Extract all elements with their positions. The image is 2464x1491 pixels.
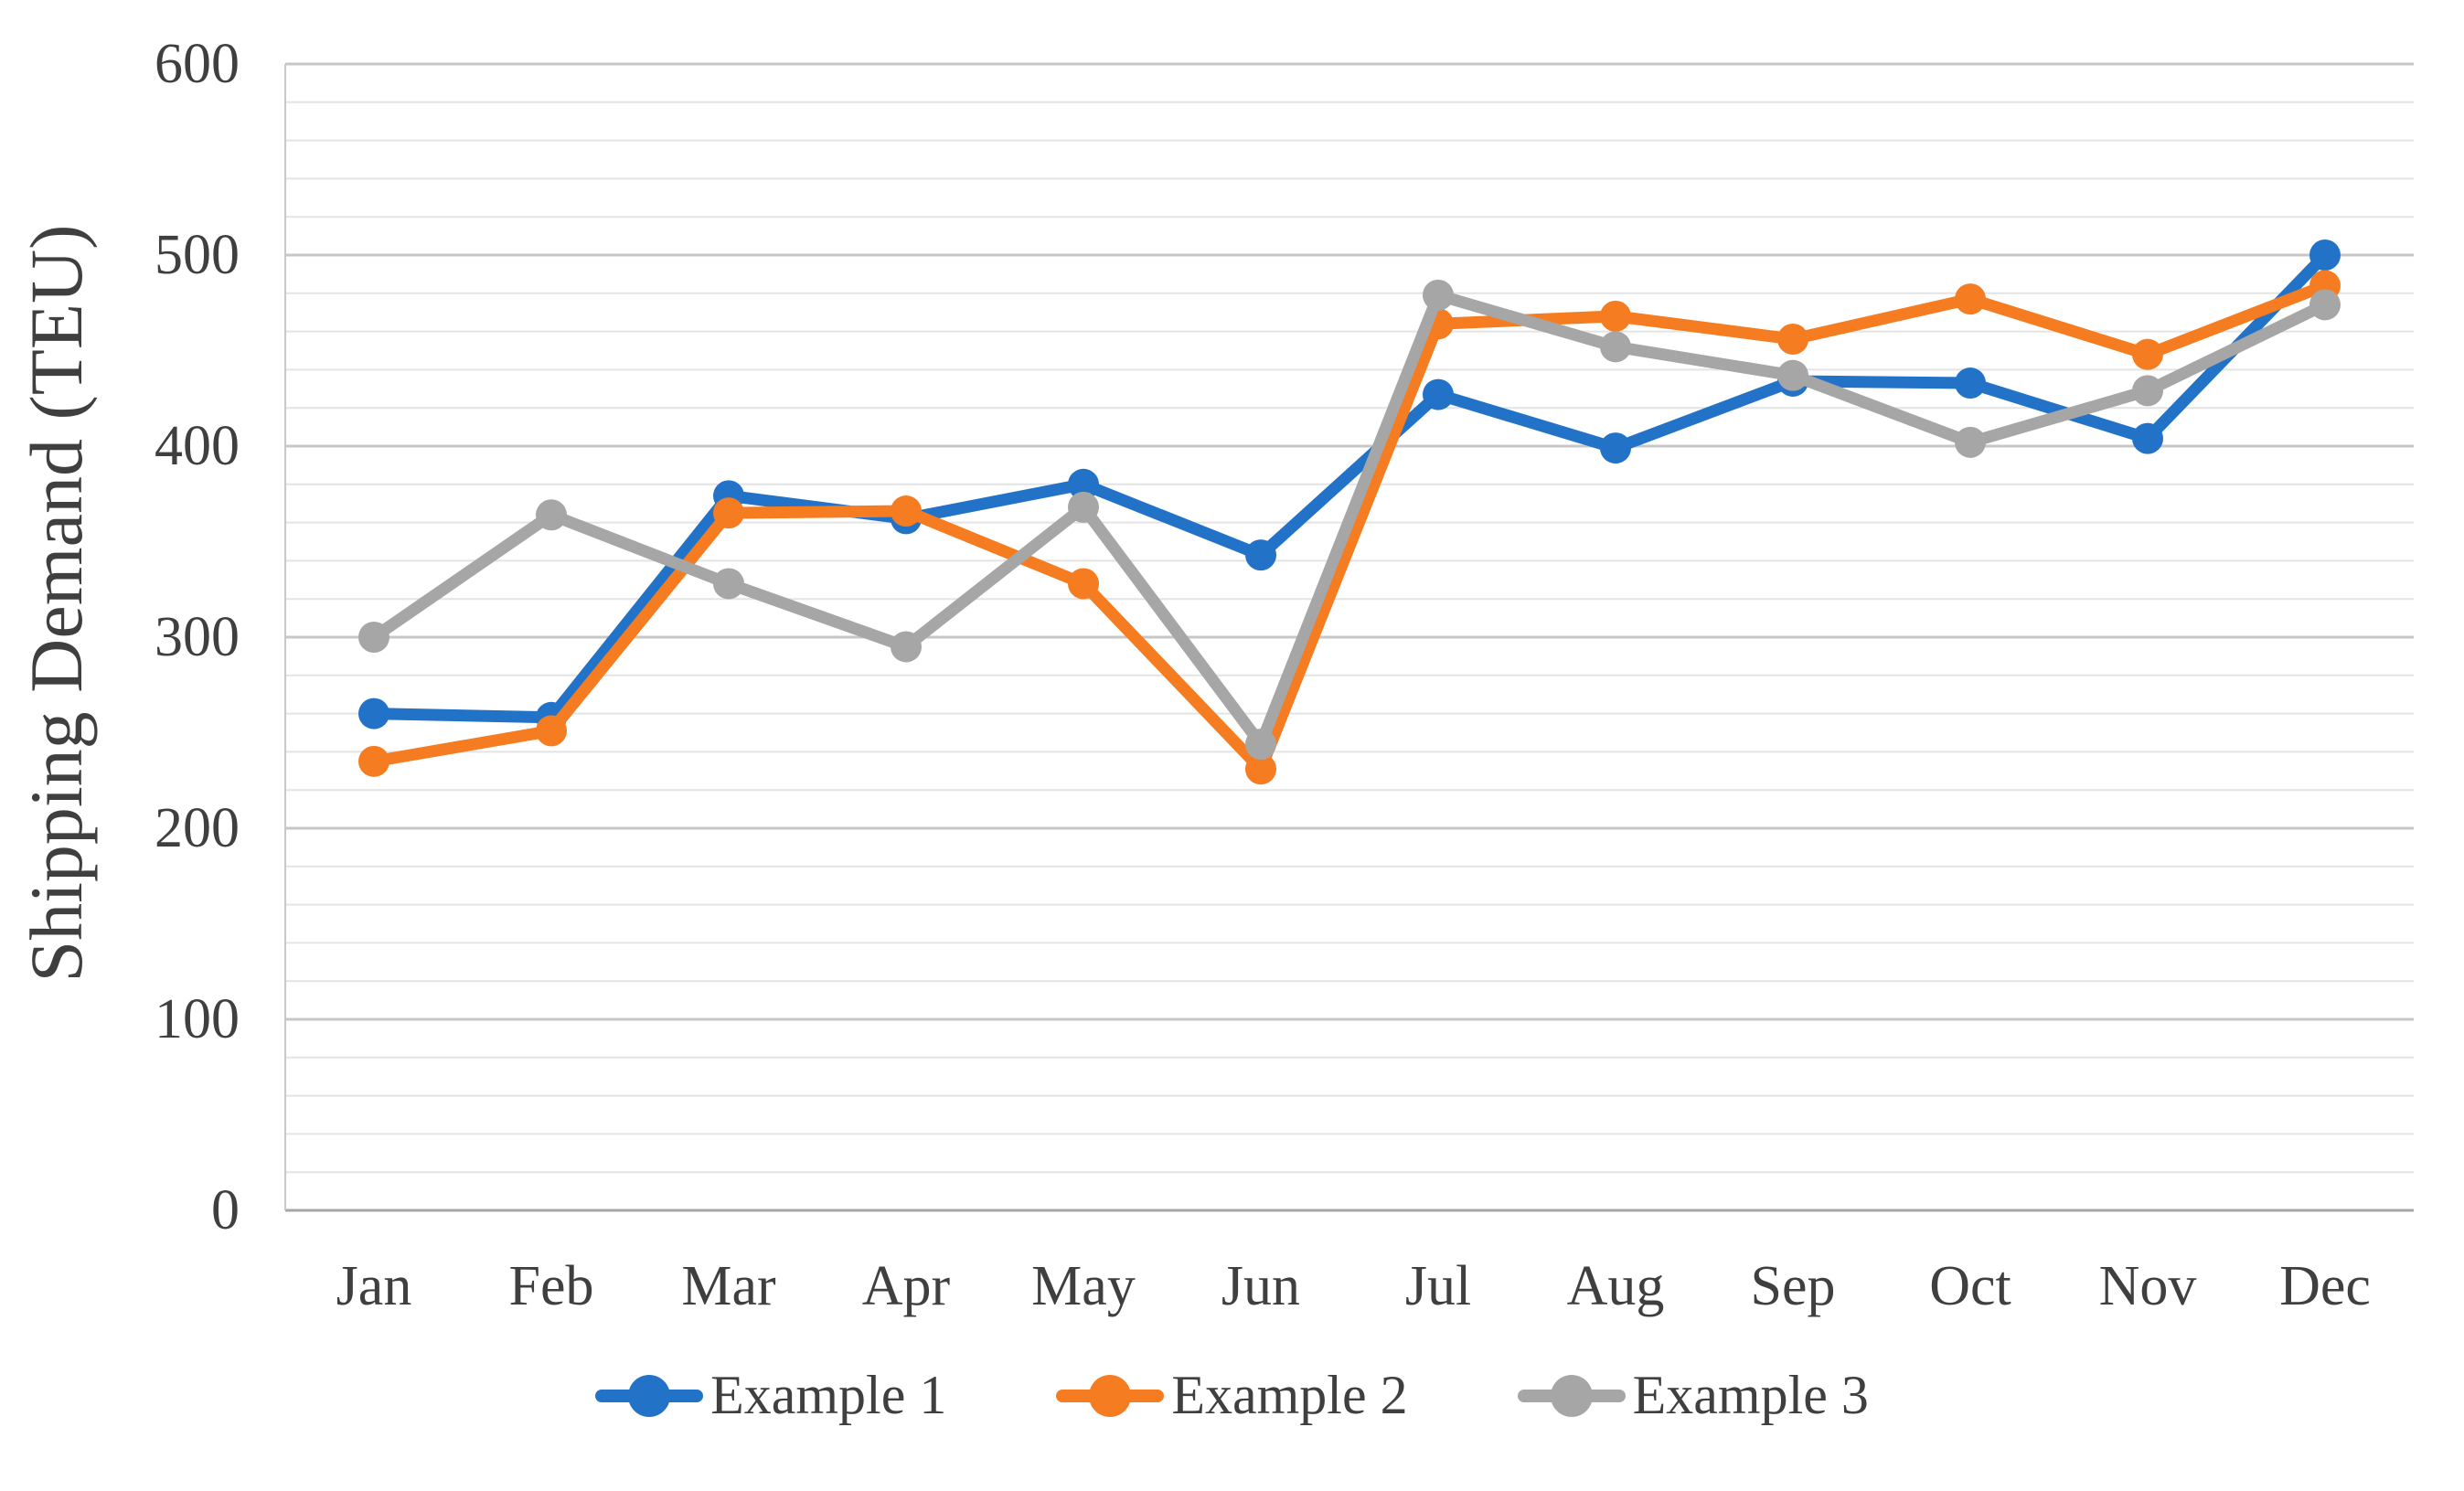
data-point-marker-1-Jul xyxy=(1423,378,1454,410)
data-point-marker-2-Mar xyxy=(713,497,744,529)
legend-label: Example 3 xyxy=(1632,1365,1869,1425)
data-point-marker-3-May xyxy=(1068,491,1099,523)
y-tick-label-100: 100 xyxy=(155,988,240,1050)
data-point-marker-1-Dec xyxy=(2309,240,2341,271)
y-axis-title: Shipping Demand (TEU) xyxy=(15,224,98,983)
data-point-marker-3-Sep xyxy=(1777,359,1808,391)
legend-item-3: Example 3 xyxy=(1517,1364,1869,1427)
y-tick-label-500: 500 xyxy=(155,224,240,286)
data-point-marker-3-Aug xyxy=(1600,331,1631,363)
data-point-marker-3-Feb xyxy=(536,499,567,531)
data-point-marker-1-Nov xyxy=(2132,422,2163,454)
legend-item-2: Example 2 xyxy=(1056,1364,1408,1427)
data-point-marker-2-May xyxy=(1068,568,1099,600)
data-point-marker-1-Jan xyxy=(358,698,389,730)
y-tick-label-0: 0 xyxy=(211,1179,240,1241)
series-line-3 xyxy=(368,289,2331,751)
series-line-1 xyxy=(368,249,2331,724)
x-tick-label-Dec: Dec xyxy=(2279,1255,2371,1317)
data-point-marker-3-Oct xyxy=(1955,426,1986,458)
y-tick-label-300: 300 xyxy=(155,606,240,668)
data-point-marker-1-Aug xyxy=(1600,432,1631,464)
legend-item-1: Example 1 xyxy=(595,1364,946,1427)
data-point-marker-3-Apr xyxy=(891,631,922,663)
x-tick-label-Jul: Jul xyxy=(1404,1255,1472,1317)
data-point-marker-2-Sep xyxy=(1777,323,1808,355)
y-tick-label-200: 200 xyxy=(155,797,240,859)
data-point-marker-2-Apr xyxy=(891,495,922,527)
x-tick-label-Apr: Apr xyxy=(861,1255,951,1317)
data-point-marker-2-Nov xyxy=(2132,338,2163,370)
data-point-marker-2-Jun xyxy=(1245,753,1276,785)
x-tick-label-Nov: Nov xyxy=(2098,1255,2197,1317)
x-tick-label-Mar: Mar xyxy=(681,1255,776,1317)
data-point-marker-1-Jun xyxy=(1245,539,1276,571)
data-point-marker-1-Oct xyxy=(1955,367,1986,399)
legend-line-marker-icon xyxy=(1056,1374,1165,1417)
series-line-2 xyxy=(368,279,2331,775)
data-point-marker-2-Aug xyxy=(1600,300,1631,332)
x-tick-label-Jan: Jan xyxy=(336,1255,412,1317)
x-tick-label-May: May xyxy=(1031,1255,1136,1317)
y-tick-label-400: 400 xyxy=(155,415,240,477)
data-point-marker-3-Mar xyxy=(713,568,744,600)
x-tick-label-Feb: Feb xyxy=(508,1255,594,1317)
legend-line-marker-icon xyxy=(1517,1374,1626,1417)
legend-line-marker-icon xyxy=(595,1374,704,1417)
legend-label: Example 2 xyxy=(1171,1365,1408,1425)
data-point-marker-1-May xyxy=(1068,468,1099,500)
x-tick-label-Sep: Sep xyxy=(1750,1255,1836,1317)
y-tick-label-600: 600 xyxy=(155,33,240,95)
data-point-marker-3-Nov xyxy=(2132,375,2163,407)
data-point-marker-3-Jul xyxy=(1423,279,1454,311)
x-tick-label-Aug: Aug xyxy=(1566,1255,1665,1317)
data-point-marker-3-Jun xyxy=(1245,729,1276,761)
data-point-marker-2-Feb xyxy=(536,715,567,747)
legend-label: Example 1 xyxy=(710,1365,947,1425)
data-point-marker-2-Oct xyxy=(1955,283,1986,315)
data-point-marker-3-Dec xyxy=(2309,289,2341,321)
data-point-marker-3-Jan xyxy=(358,622,389,653)
x-tick-label-Oct: Oct xyxy=(1929,1255,2011,1317)
data-point-marker-2-Jan xyxy=(358,745,389,777)
legend: Example 1 Example 2 Example 3 xyxy=(0,1364,2464,1427)
x-tick-label-Jun: Jun xyxy=(1221,1255,1301,1317)
